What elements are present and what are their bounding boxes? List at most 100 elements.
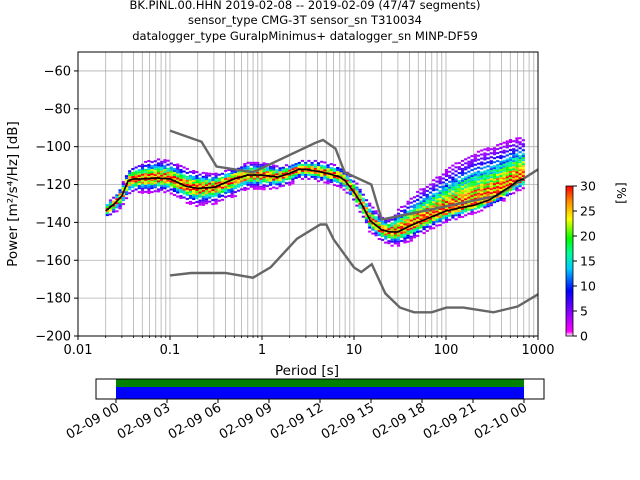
psd-cell bbox=[467, 180, 471, 183]
psd-cell bbox=[214, 190, 218, 193]
psd-cell bbox=[380, 216, 385, 219]
psd-cell bbox=[124, 193, 129, 196]
psd-cell bbox=[454, 196, 458, 199]
psd-cell bbox=[140, 189, 145, 192]
psd-cell bbox=[489, 176, 493, 179]
psd-cell bbox=[259, 185, 263, 188]
psd-cell bbox=[425, 215, 429, 218]
psd-cell bbox=[188, 192, 193, 195]
psd-cell bbox=[204, 180, 209, 183]
psd-cell bbox=[476, 194, 481, 197]
psd-cell bbox=[342, 172, 346, 175]
psd-cell bbox=[438, 210, 442, 213]
psd-cell bbox=[460, 199, 465, 202]
psd-cell bbox=[144, 180, 148, 183]
psd-cell bbox=[489, 156, 493, 159]
psd-cell bbox=[364, 215, 369, 218]
psd-cell bbox=[518, 177, 522, 180]
psd-cell bbox=[176, 189, 180, 192]
psd-cell bbox=[332, 176, 337, 178]
psd-cell bbox=[451, 196, 455, 199]
psd-cell bbox=[371, 232, 375, 235]
psd-cell bbox=[361, 203, 365, 206]
psd-cell bbox=[121, 195, 125, 198]
psd-cell bbox=[179, 169, 183, 171]
psd-cell bbox=[230, 192, 234, 195]
psd-cell bbox=[419, 208, 423, 211]
psd-cell bbox=[364, 205, 369, 208]
psd-cell bbox=[160, 174, 164, 177]
psd-cell bbox=[441, 207, 445, 210]
psd-cell bbox=[355, 188, 359, 191]
psd-cell bbox=[147, 188, 151, 190]
psd-cell bbox=[451, 202, 455, 205]
psd-cell bbox=[412, 224, 417, 227]
psd-cell bbox=[464, 168, 468, 171]
psd-cell bbox=[480, 209, 484, 212]
psd-cell bbox=[422, 200, 426, 203]
psd-cell bbox=[144, 170, 148, 173]
psd-cell bbox=[505, 160, 509, 163]
psd-cell bbox=[374, 232, 378, 235]
psd-cell bbox=[432, 185, 436, 188]
psd-cell bbox=[451, 182, 455, 185]
psd-cell bbox=[307, 159, 311, 162]
psd-cell bbox=[480, 167, 484, 170]
psd-cell bbox=[112, 196, 116, 199]
psd-cell bbox=[515, 163, 519, 166]
psd-cell bbox=[192, 192, 196, 194]
psd-cell bbox=[460, 203, 465, 206]
psd-cell bbox=[480, 185, 484, 188]
psd-cell bbox=[204, 182, 209, 185]
psd-cell bbox=[198, 173, 202, 176]
psd-cell bbox=[316, 172, 321, 175]
psd-cell bbox=[220, 172, 225, 175]
psd-cell bbox=[163, 185, 167, 188]
psd-cell bbox=[473, 159, 477, 162]
psd-cell bbox=[214, 188, 218, 191]
psd-cell bbox=[371, 224, 375, 227]
psd-cell bbox=[467, 162, 471, 165]
psd-cell bbox=[166, 159, 170, 162]
psd-cell bbox=[384, 233, 388, 236]
psd-cell bbox=[249, 175, 253, 178]
psd-cell bbox=[326, 180, 330, 183]
psd-cell bbox=[211, 199, 215, 202]
psd-cell bbox=[323, 169, 327, 172]
psd-cell bbox=[496, 166, 500, 169]
psd-cell bbox=[480, 203, 484, 206]
psd-cell bbox=[464, 194, 468, 197]
psd-cell bbox=[128, 182, 132, 185]
psd-cell bbox=[147, 170, 151, 172]
psd-cell bbox=[150, 161, 154, 164]
psd-cell bbox=[499, 171, 503, 173]
psd-cell bbox=[486, 177, 490, 180]
psd-cell bbox=[496, 188, 500, 191]
psd-cell bbox=[156, 174, 161, 177]
psd-cell bbox=[425, 199, 429, 202]
psd-cell bbox=[140, 169, 145, 172]
psd-cell bbox=[406, 232, 410, 235]
psd-cell bbox=[224, 175, 228, 178]
psd-cell bbox=[502, 191, 506, 194]
psd-cell bbox=[128, 178, 132, 181]
psd-cell bbox=[464, 210, 468, 213]
psd-cell bbox=[198, 181, 202, 184]
psd-cell bbox=[451, 194, 455, 197]
psd-cell bbox=[483, 180, 487, 183]
psd-cell bbox=[156, 158, 161, 161]
psd-cell bbox=[457, 216, 461, 219]
psd-cell bbox=[220, 190, 225, 193]
psd-cell bbox=[502, 179, 506, 182]
psd-cell bbox=[275, 181, 279, 184]
psd-cell bbox=[457, 194, 461, 197]
psd-cell bbox=[217, 191, 221, 194]
psd-cell bbox=[124, 197, 129, 200]
psd-cell bbox=[140, 165, 145, 168]
psd-cell bbox=[454, 178, 458, 181]
colorbar-tick-label: 25 bbox=[580, 204, 596, 219]
psd-cell bbox=[489, 186, 493, 189]
psd-cell bbox=[371, 218, 375, 221]
psd-cell bbox=[313, 173, 317, 176]
psd-cell bbox=[140, 185, 145, 188]
